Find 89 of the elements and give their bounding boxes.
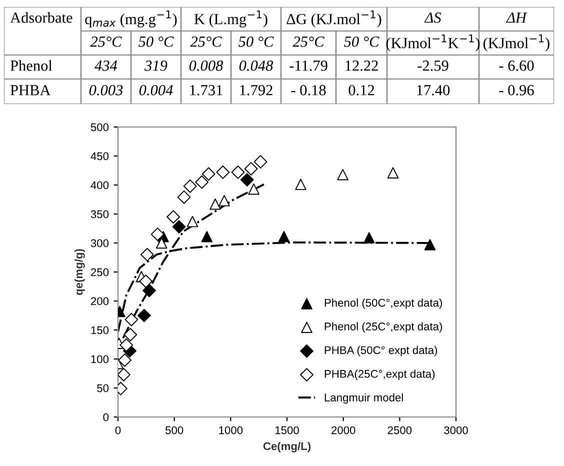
point [278, 230, 290, 242]
point [186, 216, 198, 228]
text: (KJmol$^{−1}$) [483, 34, 550, 52]
text: ΔH [506, 12, 528, 23]
y-axis-title: qe(mg/g) [74, 249, 85, 295]
point [172, 220, 186, 234]
point [177, 190, 191, 204]
text: 0.004 [139, 85, 173, 96]
y-tick-label: 100 [91, 355, 109, 364]
point [254, 155, 268, 168]
point [295, 178, 306, 190]
text: 1.792 [240, 85, 272, 96]
text: 0.12 [348, 85, 374, 96]
x-tick-label: 0 [115, 426, 121, 434]
text: 0.048 [239, 60, 274, 71]
x-tick-label: 1500 [275, 426, 299, 434]
text: Adsorbate [10, 12, 72, 23]
y-tick-label: 0 [103, 413, 109, 422]
text: 25°C [190, 36, 222, 47]
point [210, 198, 221, 210]
point [137, 308, 151, 322]
text: (KJmol$^{−1}$K$^{−1}$) [386, 34, 480, 52]
text: 25°C [90, 36, 122, 47]
point [202, 167, 216, 181]
text: 17.40 [417, 85, 450, 96]
point [142, 284, 156, 298]
point [166, 210, 180, 224]
text: 12.22 [346, 60, 378, 71]
legend-label: PHBA(25C°,expt data) [324, 370, 435, 380]
legend-label: Langmuir model [324, 393, 403, 404]
x-tick-label: 2000 [332, 426, 356, 434]
text: 50 °C [238, 36, 274, 47]
y-tick-label: 500 [90, 123, 109, 132]
x-tick-label: 1000 [219, 426, 243, 434]
legend-label: Phenol (50C°,expt data) [324, 298, 442, 309]
text: ΔG (KJ.mol$^{−1}$) [286, 10, 382, 28]
text: K (L.mg$^{−1}$) [194, 10, 268, 28]
legend-label: PHBA (50C° expt data) [324, 346, 438, 356]
text: 50 °C [344, 36, 380, 47]
y-tick-label: 400 [90, 181, 109, 190]
text: 25°C [292, 36, 324, 47]
text: 0.003 [89, 85, 123, 96]
point [337, 168, 348, 180]
point [140, 248, 154, 262]
point [248, 183, 260, 195]
point [218, 195, 230, 206]
y-tick-label: 450 [90, 152, 109, 160]
x-tick-label: 2500 [388, 426, 412, 434]
point [124, 312, 138, 326]
point [231, 166, 245, 179]
point [118, 353, 132, 367]
y-tick-label: 200 [90, 297, 109, 306]
text: 0.008 [189, 60, 224, 71]
point [244, 162, 258, 176]
text: -11.79 [290, 60, 328, 71]
text: - 0.96 [499, 85, 534, 96]
y-tick-label: 250 [90, 268, 109, 276]
point [240, 173, 254, 186]
point [150, 228, 164, 241]
legend-label: Phenol (25C°,expt data) [324, 322, 442, 333]
text: 1.731 [190, 85, 222, 96]
point [201, 230, 213, 242]
text: 434 [94, 60, 118, 71]
point [364, 232, 375, 244]
point [139, 274, 153, 288]
text: PHBA [10, 85, 51, 96]
point [183, 179, 197, 193]
point [118, 368, 130, 382]
point [124, 328, 138, 342]
text: -2.59 [418, 60, 448, 71]
point [387, 167, 399, 178]
text: q$_{max}$ (mg.g$^{−1}$) [85, 10, 177, 28]
text: Phenol [10, 60, 52, 71]
y-tick-label: 150 [91, 326, 109, 334]
text: 50 °C [138, 36, 174, 47]
y-tick-label: 300 [90, 239, 109, 248]
point [424, 239, 436, 250]
text: 319 [144, 60, 168, 71]
point [195, 175, 209, 189]
text: - 6.60 [499, 60, 534, 71]
y-tick-label: 350 [90, 210, 109, 218]
x-tick-label: 500 [166, 426, 184, 434]
text: ΔS [424, 12, 442, 23]
y-tick-label: 50 [97, 384, 109, 392]
x-tick-label: 3000 [444, 426, 468, 434]
point [216, 166, 230, 179]
point [120, 338, 134, 352]
x-axis-title: Ce(mg/L) [263, 442, 311, 452]
text: - 0.18 [291, 85, 326, 96]
